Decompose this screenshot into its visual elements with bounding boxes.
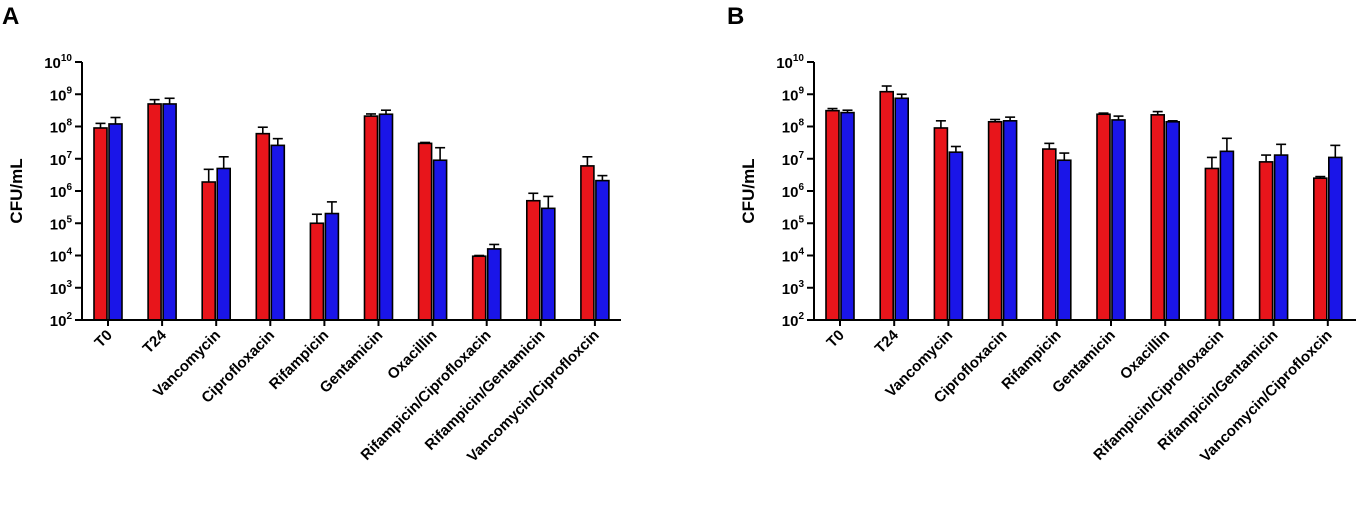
y-axis-label: CFU/mL bbox=[739, 158, 758, 223]
bar-blue-8 bbox=[540, 207, 556, 321]
bar-red-7 bbox=[1204, 167, 1220, 321]
x-tick-label-0: T0 bbox=[91, 327, 115, 351]
bar-blue-9 bbox=[595, 179, 610, 321]
bar-blue-3 bbox=[1002, 120, 1018, 321]
bar-blue-3 bbox=[270, 144, 286, 321]
x-tick-label-6: Oxacillin bbox=[384, 327, 440, 383]
bar-red-9 bbox=[580, 165, 595, 321]
bar-blue-2 bbox=[216, 167, 231, 321]
bar-red-4 bbox=[309, 222, 325, 321]
y-tick-label-3: 105 bbox=[50, 214, 73, 233]
y-tick-label-5: 107 bbox=[782, 150, 805, 169]
bar-red-0 bbox=[93, 127, 108, 321]
y-tick-label-4: 106 bbox=[782, 182, 805, 201]
x-tick-label-0: T0 bbox=[823, 327, 847, 351]
y-tick-label-3: 105 bbox=[782, 214, 805, 233]
panel-label: A bbox=[2, 3, 19, 30]
x-tick-label-1: T24 bbox=[872, 326, 903, 357]
bar-blue-4 bbox=[1057, 159, 1072, 321]
y-tick-label-8: 1010 bbox=[776, 53, 804, 72]
y-tick-label-0: 102 bbox=[50, 311, 73, 330]
bar-blue-1 bbox=[894, 97, 910, 321]
bar-red-8 bbox=[1258, 161, 1274, 321]
y-tick-label-4: 106 bbox=[50, 182, 73, 201]
bar-red-0 bbox=[825, 109, 840, 321]
bar-blue-7 bbox=[486, 248, 502, 321]
y-tick-label-0: 102 bbox=[782, 311, 805, 330]
y-tick-label-1: 103 bbox=[50, 279, 73, 298]
y-tick-label-6: 108 bbox=[50, 118, 73, 137]
bar-red-5 bbox=[1096, 113, 1111, 321]
bar-red-3 bbox=[987, 120, 1003, 321]
bar-blue-4 bbox=[324, 212, 340, 321]
bar-red-9 bbox=[1313, 177, 1328, 321]
bar-red-4 bbox=[1042, 148, 1057, 321]
bar-blue-2 bbox=[948, 151, 964, 321]
bar-blue-6 bbox=[1165, 120, 1180, 321]
bar-red-5 bbox=[363, 115, 379, 321]
y-tick-label-8: 1010 bbox=[44, 53, 72, 72]
y-tick-label-6: 108 bbox=[782, 118, 805, 137]
y-tick-label-2: 104 bbox=[782, 247, 805, 266]
y-tick-label-1: 103 bbox=[782, 279, 805, 298]
bar-blue-0 bbox=[108, 123, 123, 321]
y-axis-label: CFU/mL bbox=[7, 158, 26, 223]
bar-red-6 bbox=[1150, 114, 1165, 321]
x-tick-label-1: T24 bbox=[140, 326, 171, 357]
bar-blue-5 bbox=[1111, 119, 1126, 321]
bar-blue-1 bbox=[162, 103, 177, 321]
bar-blue-5 bbox=[378, 113, 394, 321]
y-tick-label-2: 104 bbox=[50, 247, 73, 266]
bar-blue-8 bbox=[1273, 154, 1289, 321]
y-tick-label-7: 109 bbox=[50, 85, 73, 104]
bar-red-7 bbox=[471, 255, 487, 321]
bar-red-3 bbox=[255, 132, 271, 321]
bar-red-1 bbox=[147, 103, 162, 321]
bar-red-2 bbox=[201, 181, 216, 321]
bar-red-1 bbox=[879, 90, 895, 321]
bar-blue-0 bbox=[840, 111, 855, 321]
panel-label: B bbox=[727, 3, 744, 30]
bar-blue-9 bbox=[1328, 156, 1343, 321]
x-tick-label-6: Oxacillin bbox=[1117, 327, 1173, 383]
y-tick-label-7: 109 bbox=[782, 85, 805, 104]
bar-red-2 bbox=[933, 127, 949, 321]
bar-red-8 bbox=[525, 199, 541, 321]
bar-blue-6 bbox=[432, 159, 448, 321]
y-tick-label-5: 107 bbox=[50, 150, 73, 169]
bar-blue-7 bbox=[1219, 150, 1235, 321]
bar-red-6 bbox=[417, 142, 433, 321]
